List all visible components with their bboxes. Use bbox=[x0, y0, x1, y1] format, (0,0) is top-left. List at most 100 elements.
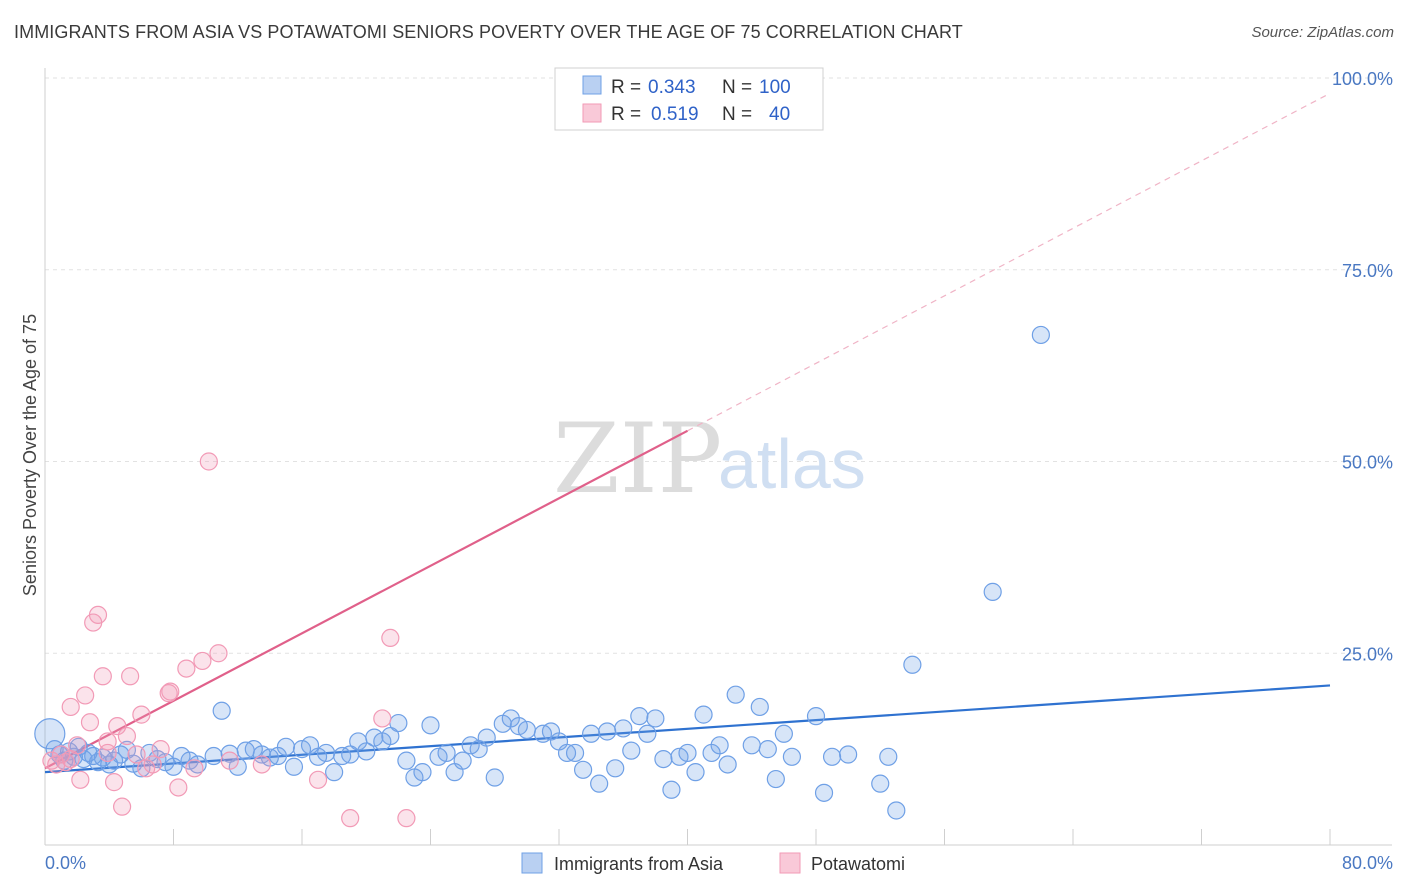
x-tick-label-0: 0.0% bbox=[45, 853, 86, 873]
point-potawatomi-31 bbox=[220, 751, 239, 770]
point-asia-35 bbox=[284, 757, 304, 776]
legend: R = 0.343 N = 100 R = 0.519 N = 40 bbox=[554, 67, 824, 131]
legend-swatch-asia bbox=[582, 75, 602, 95]
point-potawatomi-18 bbox=[121, 667, 140, 686]
point-potawatomi-3 bbox=[56, 753, 75, 772]
point-asia-69 bbox=[565, 743, 585, 763]
legend-swatch-potawatomi bbox=[582, 103, 602, 123]
point-asia-25 bbox=[204, 746, 223, 766]
point-potawatomi-17 bbox=[117, 726, 137, 746]
point-potawatomi-8 bbox=[76, 686, 95, 705]
point-asia-17 bbox=[132, 759, 151, 778]
x-tick-labels: 0.0% 80.0% bbox=[45, 853, 1393, 873]
watermark: ZIP atlas bbox=[553, 403, 866, 515]
point-asia-40 bbox=[325, 763, 344, 782]
point-asia-83 bbox=[678, 743, 697, 763]
point-potawatomi-34 bbox=[341, 809, 360, 828]
point-asia-34 bbox=[276, 737, 296, 756]
point-asia-26 bbox=[212, 701, 231, 720]
point-potawatomi-36 bbox=[381, 628, 400, 648]
bottom-legend: Immigrants from Asia Potawatomi bbox=[521, 852, 905, 874]
point-potawatomi-33 bbox=[308, 770, 328, 789]
legend-r-label-potawatomi: R = bbox=[611, 104, 641, 125]
point-asia-89 bbox=[718, 755, 737, 774]
chart-title: IMMIGRANTS FROM ASIA VS POTAWATOMI SENIO… bbox=[14, 22, 963, 42]
point-potawatomi-25 bbox=[169, 778, 188, 797]
point-asia-98 bbox=[839, 745, 858, 764]
point-potawatomi-38 bbox=[159, 684, 178, 703]
trend-line-potawatomi bbox=[44, 429, 689, 770]
trend-extension-potawatomi bbox=[687, 92, 1331, 432]
point-asia-102 bbox=[903, 655, 922, 674]
legend-r-value-potawatomi: 0.519 bbox=[651, 104, 699, 125]
point-potawatomi-16 bbox=[112, 797, 132, 816]
point-asia-72 bbox=[590, 774, 609, 793]
watermark-atlas: atlas bbox=[718, 425, 866, 503]
legend-n-value-potawatomi: 40 bbox=[769, 104, 790, 125]
legend-n-label-potawatomi: N = bbox=[722, 104, 752, 125]
point-asia-104 bbox=[1031, 325, 1050, 345]
point-asia-71 bbox=[582, 724, 601, 743]
y-tick-label-3: 100.0% bbox=[1332, 69, 1393, 89]
point-potawatomi-19 bbox=[127, 745, 146, 764]
point-asia-91 bbox=[750, 697, 769, 717]
point-potawatomi-7 bbox=[71, 770, 90, 789]
point-asia-105 bbox=[814, 783, 834, 802]
point-asia-56 bbox=[453, 751, 472, 770]
point-potawatomi-39 bbox=[98, 743, 117, 763]
trend-line-asia bbox=[44, 684, 1331, 774]
point-asia-70 bbox=[573, 760, 593, 779]
point-potawatomi-12 bbox=[93, 667, 112, 686]
point-potawatomi-35 bbox=[373, 709, 392, 728]
point-asia-74 bbox=[606, 759, 625, 778]
trend-lines bbox=[44, 92, 1331, 774]
point-asia-47 bbox=[381, 726, 400, 746]
point-asia-75 bbox=[614, 719, 633, 738]
point-asia-52 bbox=[421, 716, 440, 735]
point-asia-103 bbox=[983, 582, 1002, 601]
point-potawatomi-32 bbox=[252, 755, 271, 774]
bottom-legend-swatch-asia bbox=[521, 852, 543, 874]
point-asia-97 bbox=[822, 747, 842, 766]
y-tick-label-0: 25.0% bbox=[1342, 644, 1393, 664]
bottom-legend-label-potawatomi: Potawatomi bbox=[811, 854, 905, 874]
point-asia-73 bbox=[598, 722, 617, 741]
point-asia-87 bbox=[710, 736, 729, 755]
point-potawatomi-15 bbox=[108, 717, 127, 736]
point-asia-77 bbox=[630, 707, 649, 726]
point-asia-85 bbox=[694, 705, 713, 724]
legend-n-label-asia: N = bbox=[722, 77, 752, 98]
point-asia-64 bbox=[517, 720, 536, 740]
y-tick-label-1: 50.0% bbox=[1342, 453, 1393, 473]
point-potawatomi-9 bbox=[80, 713, 100, 732]
point-asia-54 bbox=[437, 743, 456, 763]
point-potawatomi-14 bbox=[104, 773, 124, 792]
point-potawatomi-23 bbox=[151, 740, 170, 759]
point-asia-100 bbox=[879, 747, 898, 766]
point-asia-59 bbox=[477, 728, 496, 747]
grid bbox=[45, 77, 1392, 654]
point-potawatomi-6 bbox=[68, 736, 87, 755]
point-potawatomi-30 bbox=[209, 644, 228, 663]
point-asia-93 bbox=[766, 769, 785, 789]
legend-r-label-asia: R = bbox=[611, 77, 641, 98]
y-tick-labels: 25.0% 50.0% 75.0% 100.0% bbox=[1332, 69, 1393, 664]
point-asia-48 bbox=[389, 713, 408, 733]
watermark-zip: ZIP bbox=[553, 403, 722, 515]
point-potawatomi-29 bbox=[199, 452, 218, 471]
point-asia-80 bbox=[654, 749, 673, 769]
point-asia-92 bbox=[758, 740, 777, 759]
point-asia-90 bbox=[742, 736, 761, 755]
bottom-legend-label-asia: Immigrants from Asia bbox=[554, 854, 724, 874]
point-potawatomi-37 bbox=[397, 809, 416, 828]
point-potawatomi-11 bbox=[88, 605, 108, 625]
source-label: Source: ZipAtlas.com bbox=[1251, 24, 1394, 41]
point-asia-95 bbox=[782, 747, 802, 766]
point-asia-79 bbox=[646, 709, 665, 728]
point-potawatomi-22 bbox=[143, 755, 162, 774]
point-asia-101 bbox=[887, 801, 906, 820]
point-asia-81 bbox=[662, 780, 681, 799]
point-potawatomi-20 bbox=[132, 705, 151, 724]
y-axis-label: Seniors Poverty Over the Age of 75 bbox=[20, 314, 40, 596]
